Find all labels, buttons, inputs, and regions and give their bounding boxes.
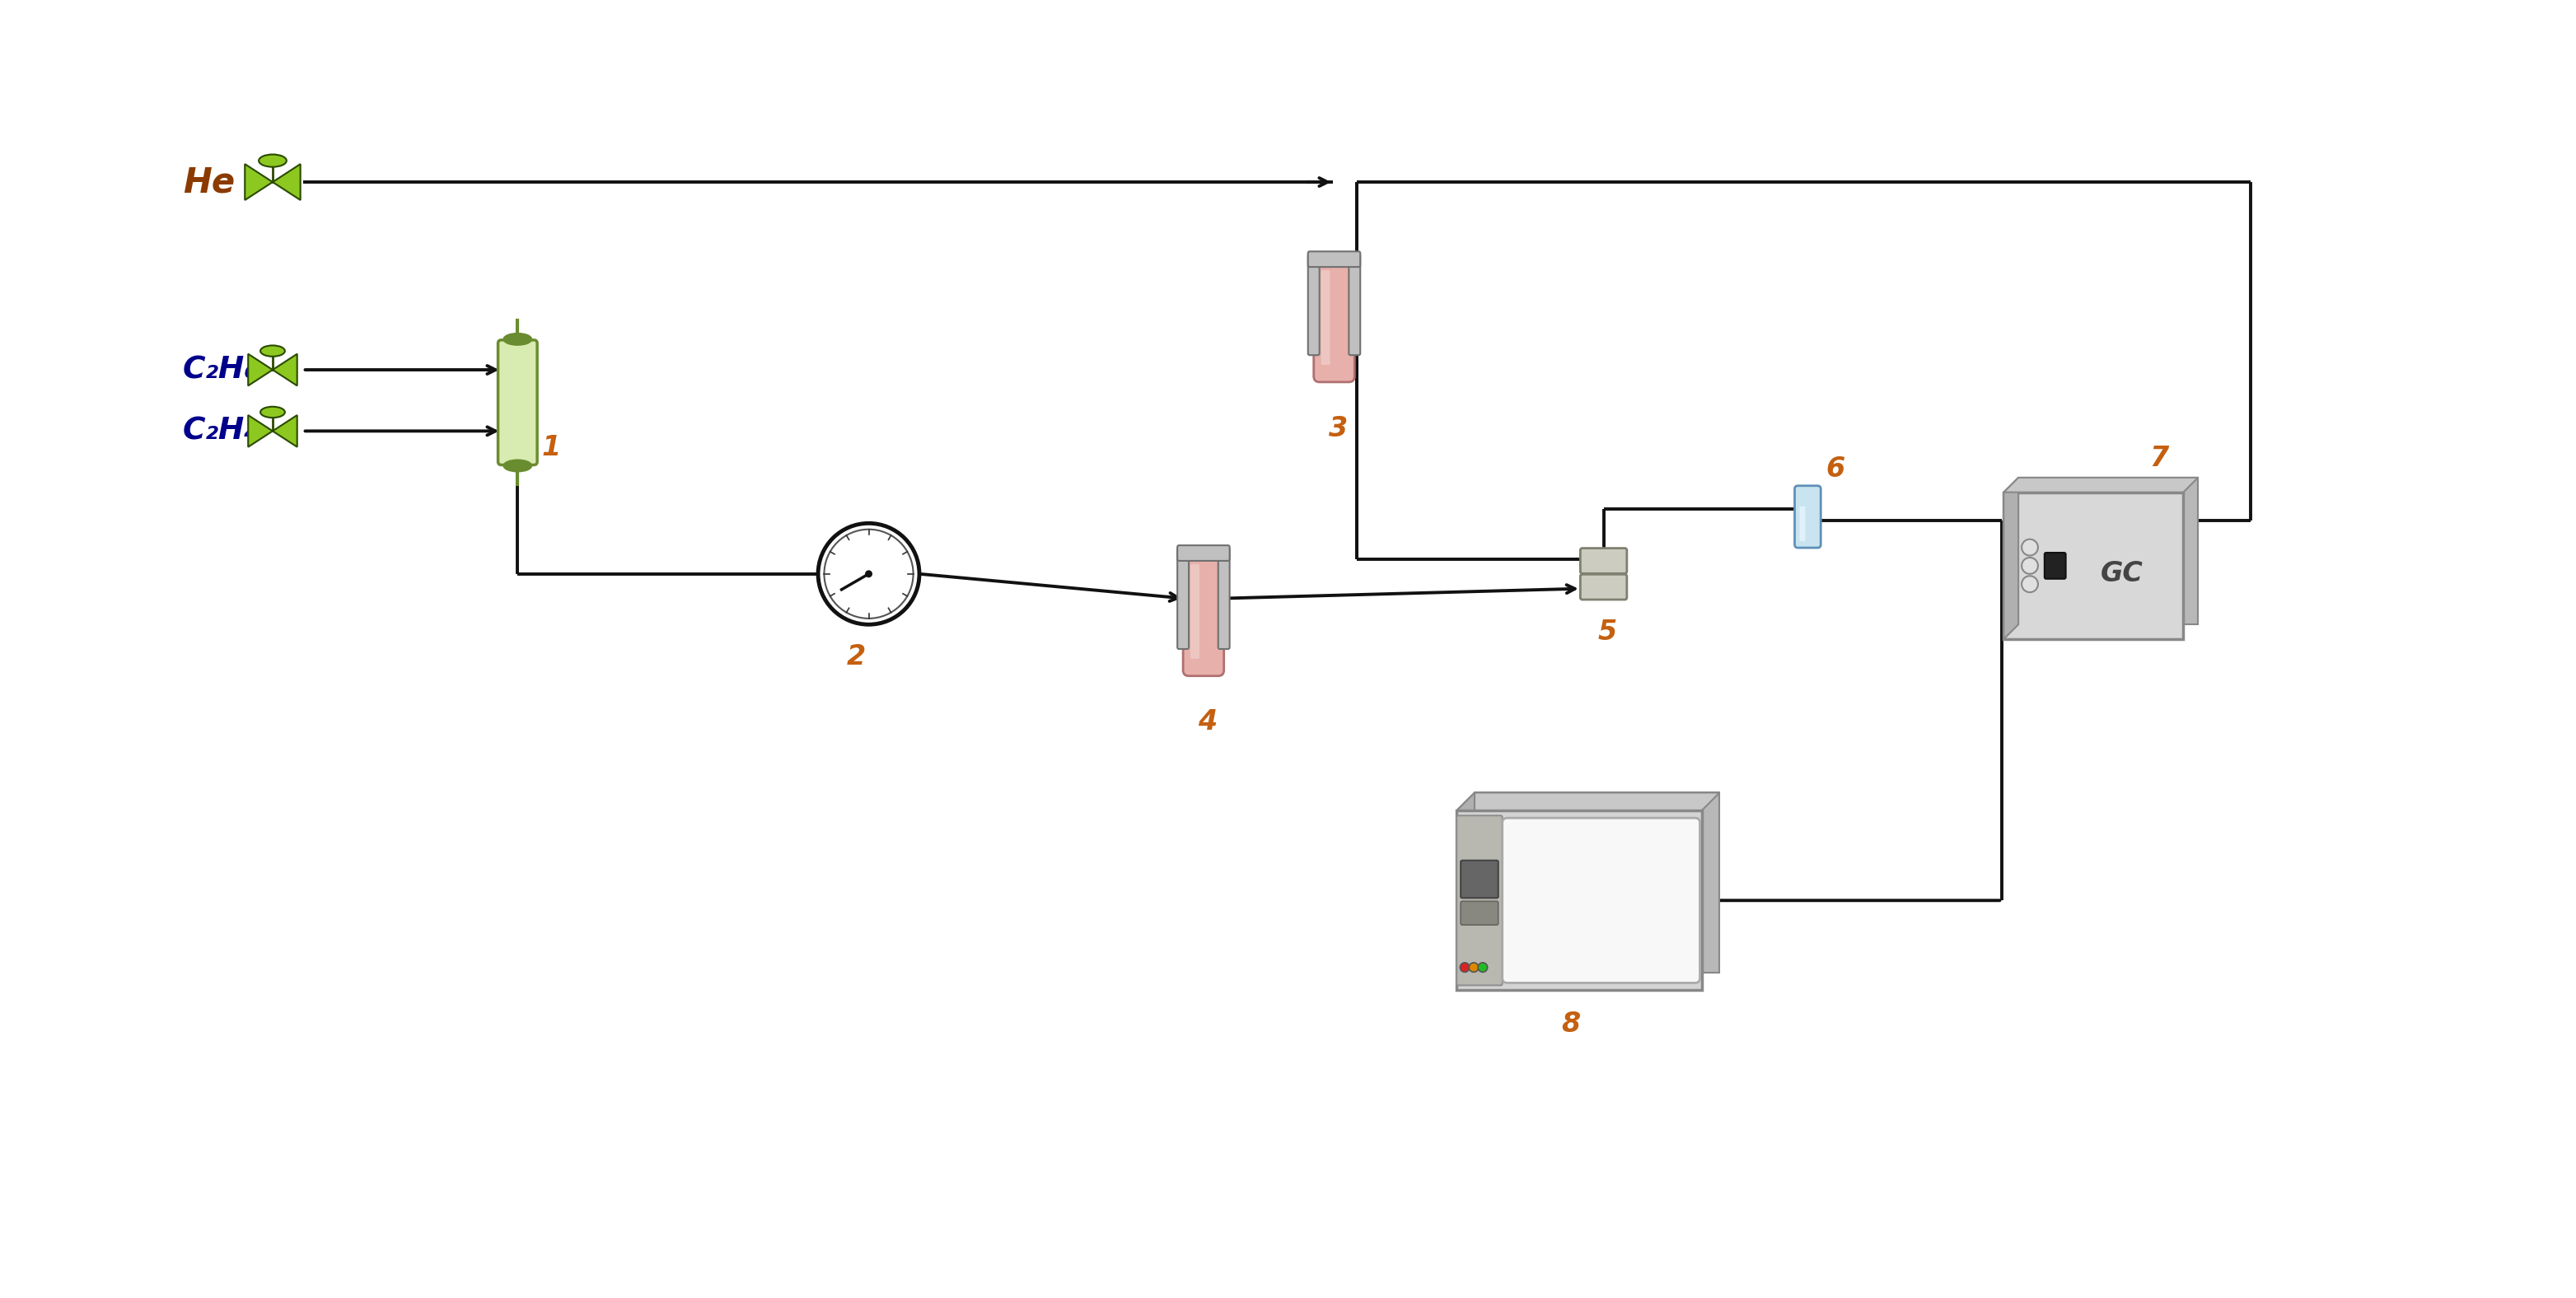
FancyBboxPatch shape	[1182, 546, 1224, 676]
Circle shape	[824, 530, 914, 618]
FancyBboxPatch shape	[1579, 548, 1628, 574]
FancyBboxPatch shape	[1177, 545, 1229, 561]
FancyBboxPatch shape	[1502, 818, 1700, 983]
Text: 6: 6	[1826, 456, 1844, 483]
Text: 8: 8	[1561, 1011, 1582, 1038]
Text: 7: 7	[2148, 445, 2169, 472]
Polygon shape	[2004, 478, 2197, 492]
FancyBboxPatch shape	[1473, 793, 1721, 972]
Circle shape	[1468, 963, 1479, 972]
Circle shape	[1479, 963, 1486, 972]
FancyBboxPatch shape	[1579, 574, 1628, 600]
Text: C₂H₆: C₂H₆	[183, 354, 258, 384]
Circle shape	[2022, 539, 2038, 556]
Circle shape	[866, 570, 873, 578]
FancyBboxPatch shape	[2004, 492, 2184, 639]
Circle shape	[1461, 963, 1468, 972]
FancyBboxPatch shape	[1314, 253, 1355, 382]
FancyBboxPatch shape	[1455, 811, 1703, 990]
Circle shape	[819, 523, 920, 624]
Text: He: He	[183, 165, 234, 200]
Text: 4: 4	[1198, 709, 1216, 736]
FancyBboxPatch shape	[1321, 270, 1329, 365]
FancyBboxPatch shape	[1461, 901, 1499, 925]
Ellipse shape	[260, 406, 286, 418]
Circle shape	[2022, 558, 2038, 574]
Polygon shape	[1455, 793, 1721, 811]
FancyBboxPatch shape	[2045, 553, 2066, 579]
Text: GC: GC	[2099, 561, 2143, 588]
Ellipse shape	[260, 345, 286, 357]
Circle shape	[2022, 576, 2038, 592]
Polygon shape	[1455, 793, 1473, 990]
FancyBboxPatch shape	[1801, 506, 1806, 541]
FancyBboxPatch shape	[1177, 548, 1188, 649]
Ellipse shape	[258, 154, 286, 167]
FancyBboxPatch shape	[1350, 254, 1360, 356]
Polygon shape	[273, 354, 296, 386]
FancyBboxPatch shape	[1455, 815, 1502, 985]
FancyBboxPatch shape	[1795, 485, 1821, 548]
Text: 5: 5	[1597, 619, 1618, 646]
FancyBboxPatch shape	[1309, 254, 1319, 356]
FancyBboxPatch shape	[497, 340, 538, 465]
Polygon shape	[247, 354, 273, 386]
Text: 2: 2	[848, 644, 866, 671]
Polygon shape	[247, 415, 273, 447]
FancyBboxPatch shape	[1309, 252, 1360, 267]
Text: C₂H₄: C₂H₄	[183, 417, 258, 445]
FancyBboxPatch shape	[2020, 478, 2197, 624]
Text: 1: 1	[541, 434, 562, 461]
Polygon shape	[273, 164, 301, 200]
Ellipse shape	[505, 459, 531, 471]
FancyBboxPatch shape	[1461, 861, 1499, 898]
Polygon shape	[273, 415, 296, 447]
Ellipse shape	[505, 334, 531, 345]
Text: 3: 3	[1329, 414, 1347, 441]
FancyBboxPatch shape	[1190, 565, 1200, 659]
FancyBboxPatch shape	[1218, 548, 1229, 649]
Polygon shape	[2004, 478, 2020, 639]
Polygon shape	[245, 164, 273, 200]
